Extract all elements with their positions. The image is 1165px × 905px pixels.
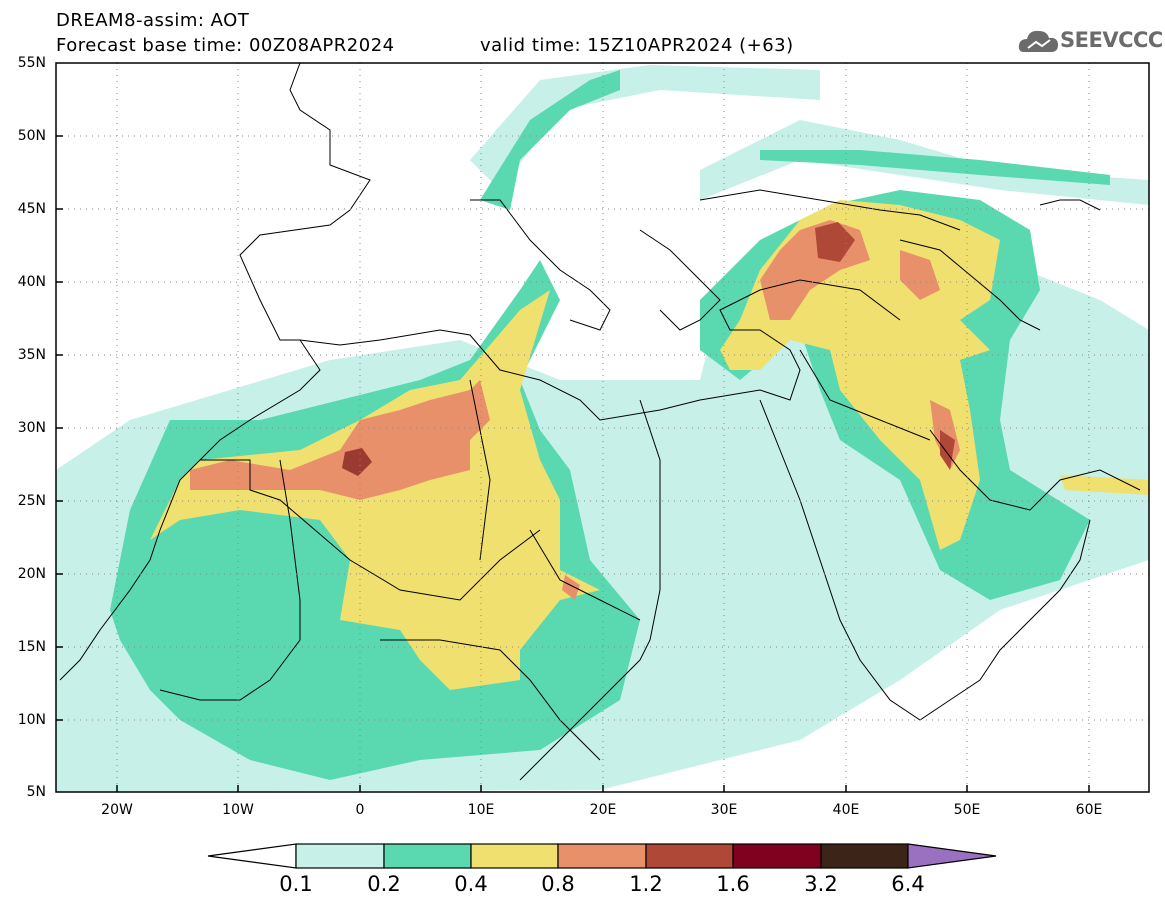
coastlines — [59, 63, 1141, 781]
colorbar-bin — [820, 843, 909, 869]
forecast-base-time: Forecast base time: 00Z08APR2024 — [56, 35, 395, 56]
valid-time: valid time: 15Z10APR2024 (+63) — [480, 35, 794, 56]
lat-label: 40N — [17, 274, 46, 290]
map-title: DREAM8-assim: AOT — [56, 10, 250, 31]
colorbar-bin — [470, 843, 559, 869]
lat-label: 25N — [17, 493, 46, 509]
lat-label: 50N — [17, 128, 46, 144]
lon-label: 0 — [355, 802, 365, 818]
colorbar-bin — [732, 843, 822, 869]
lat-label: 5N — [26, 784, 46, 800]
lat-label: 15N — [17, 639, 46, 655]
aot-field — [56, 65, 1149, 792]
graticule — [56, 63, 1149, 792]
lon-label: 10E — [467, 802, 495, 818]
lon-label: 40E — [832, 802, 860, 818]
lat-label: 30N — [17, 420, 46, 436]
lon-label: 50E — [953, 802, 981, 818]
colorbar-min-arrow — [207, 843, 297, 869]
colorbar-label: 0.4 — [454, 872, 488, 896]
lon-label: 60E — [1075, 802, 1103, 818]
logo-text: SEEVCCC — [1060, 28, 1163, 52]
lat-label: 20N — [17, 566, 46, 582]
lon-label: 30E — [710, 802, 738, 818]
colorbar-label: 6.4 — [891, 872, 925, 896]
colorbar-bin — [295, 843, 385, 869]
colorbar-label: 0.2 — [367, 872, 401, 896]
colorbar-label: 3.2 — [804, 872, 838, 896]
colorbar-label: 1.2 — [629, 872, 663, 896]
colorbar-label: 0.8 — [541, 872, 575, 896]
lat-label: 10N — [17, 712, 46, 728]
lat-label: 55N — [17, 55, 46, 71]
lat-label: 45N — [17, 201, 46, 217]
lon-label: 20E — [589, 802, 617, 818]
colorbar-bin — [557, 843, 647, 869]
colorbar-bin — [645, 843, 734, 869]
cloud-icon — [1018, 30, 1058, 52]
colorbar-max-arrow — [907, 843, 997, 869]
colorbar-label: 1.6 — [716, 872, 750, 896]
colorbar-bin — [383, 843, 472, 869]
lat-label: 35N — [17, 347, 46, 363]
colorbar — [207, 843, 997, 869]
lon-label: 20W — [101, 802, 133, 818]
lon-label: 10W — [222, 802, 254, 818]
colorbar-label: 0.1 — [279, 872, 313, 896]
